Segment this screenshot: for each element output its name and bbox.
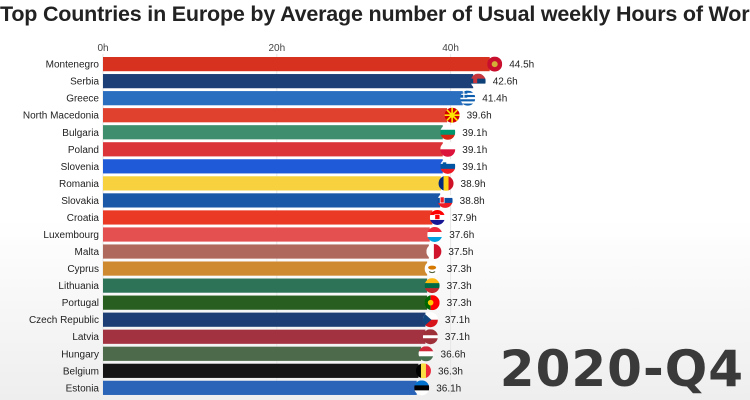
bar-bulgaria (103, 125, 443, 140)
value-label-serbia: 42.6h (493, 77, 518, 88)
category-label-croatia: Croatia (67, 213, 100, 224)
category-label-montenegro: Montenegro (46, 60, 100, 71)
category-label-cyprus: Cyprus (67, 264, 99, 275)
category-label-serbia: Serbia (70, 77, 99, 88)
x-tick-label: 20h (268, 43, 285, 54)
value-label-hungary: 36.6h (441, 349, 466, 360)
value-label-croatia: 37.9h (452, 213, 477, 224)
bar-belgium (103, 363, 419, 378)
value-label-bulgaria: 39.1h (462, 128, 487, 139)
serbia-flag-icon (470, 73, 486, 89)
bar-cyprus (103, 261, 428, 276)
portugal-flag-icon (424, 295, 440, 311)
value-label-cyprus: 37.3h (447, 264, 472, 275)
value-label-estonia: 36.1h (436, 383, 461, 394)
category-label-malta: Malta (75, 247, 100, 258)
category-label-bulgaria: Bulgaria (62, 128, 99, 139)
bar-malta (103, 244, 429, 259)
slovakia-flag-icon (437, 192, 453, 208)
category-label-estonia: Estonia (66, 383, 100, 394)
bar-montenegro (103, 57, 490, 72)
croatia-flag-icon (429, 209, 445, 225)
bar-poland (103, 142, 443, 157)
category-label-greece: Greece (66, 94, 99, 105)
cyprus-flag-icon (424, 261, 440, 277)
montenegro-flag-icon (487, 56, 503, 72)
romania-flag-icon (438, 175, 454, 191)
value-label-luxembourg: 37.6h (449, 230, 474, 241)
category-label-north-macedonia: North Macedonia (23, 111, 100, 122)
czech-republic-flag-icon (422, 312, 438, 328)
bar-greece (103, 91, 463, 106)
bar-romania (103, 176, 442, 191)
value-label-lithuania: 37.3h (447, 281, 472, 292)
lithuania-flag-icon (424, 278, 440, 294)
value-label-portugal: 37.3h (447, 298, 472, 309)
x-tick-label: 40h (442, 43, 459, 54)
category-label-slovenia: Slovenia (61, 162, 100, 173)
value-label-slovakia: 38.8h (460, 196, 485, 207)
bar-slovakia (103, 193, 441, 208)
value-label-slovenia: 39.1h (462, 162, 487, 173)
north-macedonia-flag-icon (444, 107, 460, 123)
slovenia-flag-icon (440, 158, 456, 174)
value-label-belgium: 36.3h (438, 366, 463, 377)
bar-serbia (103, 74, 474, 89)
value-label-north-macedonia: 39.6h (467, 111, 492, 122)
category-label-portugal: Portugal (62, 298, 99, 309)
luxembourg-flag-icon (427, 227, 443, 242)
category-label-belgium: Belgium (63, 366, 99, 377)
period-label: 2020-Q4 (499, 340, 744, 398)
category-label-latvia: Latvia (72, 332, 99, 343)
latvia-flag-icon (422, 329, 438, 345)
bar-north-macedonia (103, 108, 448, 123)
value-label-romania: 38.9h (461, 179, 486, 190)
value-label-malta: 37.5h (448, 247, 473, 258)
belgium-flag-icon (415, 363, 431, 379)
hungary-flag-icon (418, 346, 434, 362)
bar-slovenia (103, 159, 443, 174)
bar-lithuania (103, 278, 428, 293)
value-label-poland: 39.1h (462, 145, 487, 156)
x-tick-label: 0h (97, 43, 108, 54)
value-label-greece: 41.4h (482, 94, 507, 105)
category-label-lithuania: Lithuania (58, 281, 99, 292)
category-label-poland: Poland (68, 145, 99, 156)
value-label-montenegro: 44.5h (509, 60, 534, 71)
category-label-romania: Romania (59, 179, 99, 190)
value-label-latvia: 37.1h (445, 332, 470, 343)
category-label-slovakia: Slovakia (61, 196, 99, 207)
category-label-hungary: Hungary (61, 349, 99, 360)
bar-estonia (103, 380, 417, 395)
bar-luxembourg (103, 227, 430, 242)
bulgaria-flag-icon (440, 124, 456, 140)
bar-hungary (103, 346, 422, 361)
greece-flag-icon (460, 90, 476, 106)
poland-flag-icon (440, 141, 456, 157)
bar-portugal (103, 295, 428, 310)
malta-flag-icon (426, 244, 442, 260)
bar-czech-republic (103, 312, 426, 327)
category-label-luxembourg: Luxembourg (43, 230, 99, 241)
chart-title: Top Countries in Europe by Average numbe… (0, 2, 750, 26)
bar-croatia (103, 210, 433, 225)
bar-latvia (103, 329, 426, 344)
estonia-flag-icon (414, 380, 430, 396)
value-label-czech-republic: 37.1h (445, 315, 470, 326)
category-label-czech-republic: Czech Republic (29, 315, 99, 326)
